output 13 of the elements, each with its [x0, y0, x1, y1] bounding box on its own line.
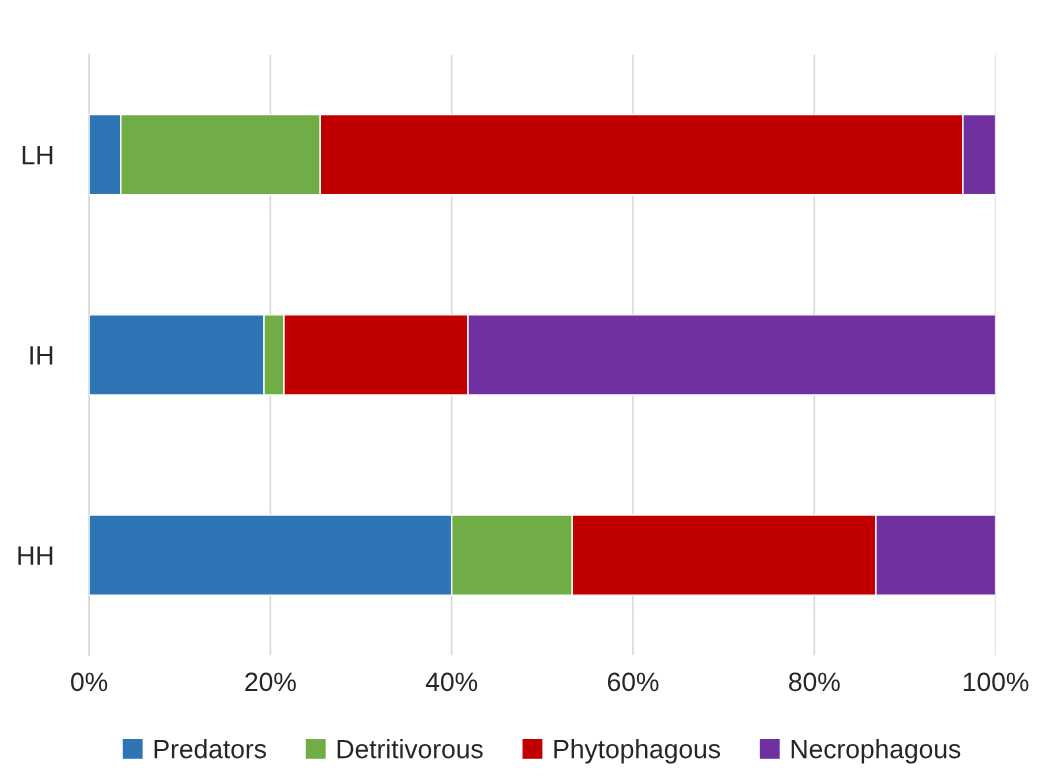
- x-tick-label: 100%: [963, 672, 1029, 692]
- legend-label: Detritivorous: [337, 739, 483, 759]
- legend-label: Phytophagous: [554, 739, 721, 764]
- x-tick-label: 60%: [607, 672, 659, 692]
- x-tick-label: 0%: [71, 672, 108, 692]
- y-tick-label: LH: [22, 146, 53, 165]
- x-tick-label: 40%: [425, 672, 478, 692]
- x-tick-label: 80%: [789, 672, 840, 692]
- x-tick-label: 20%: [245, 672, 296, 692]
- legend-label: Predators: [154, 739, 266, 759]
- legend-label: Necrophagous: [791, 739, 961, 764]
- y-tick-label: HH: [18, 546, 53, 565]
- y-tick-label: IH: [30, 346, 53, 365]
